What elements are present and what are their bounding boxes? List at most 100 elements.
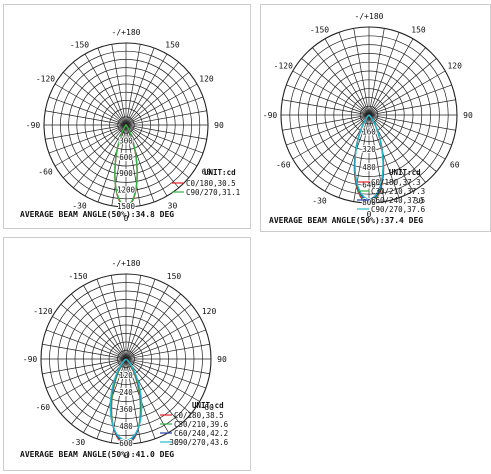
grid-spoke — [45, 124, 127, 140]
legend-entry: C90/270,43.6 — [174, 438, 229, 447]
grid-spoke — [97, 47, 127, 126]
grid-spoke — [42, 358, 127, 375]
unit-label: UNIT:cd — [389, 168, 421, 177]
legend-entry: C0/180,30.5 — [186, 179, 236, 188]
grid-spoke — [125, 124, 141, 206]
polar-chart-3: -/+180 -150 150 -120 120 -90 90 -60 60 -30 30 0 120 2… — [3, 237, 251, 471]
radial-label: 160 — [362, 128, 376, 137]
grid-spoke — [52, 316, 127, 360]
radial-label: 1500 — [117, 202, 136, 211]
grid-spoke — [368, 38, 414, 116]
grid-spoke — [125, 358, 206, 389]
legend-entry: C0/180,38.5 — [174, 411, 224, 420]
grid-spoke — [125, 47, 155, 126]
grid-spoke — [292, 114, 370, 160]
grid-spoke — [125, 96, 204, 126]
legend-entry: C0/180,37.3 — [371, 178, 421, 187]
grid-spoke — [125, 358, 192, 414]
grid-spoke — [45, 110, 127, 126]
polar-chart-1: -/+180 -150 150 -120 120 -90 90 -60 60 -30 30 0 300 6… — [3, 4, 251, 229]
grid-spoke — [368, 114, 437, 172]
grid-spoke — [286, 114, 370, 146]
angle-label: 90 — [214, 121, 224, 130]
grid-spoke — [282, 99, 370, 116]
grid-spoke — [54, 83, 127, 126]
grid-spoke — [368, 114, 456, 131]
angle-label: 30 — [414, 197, 424, 206]
grid-spoke — [125, 358, 210, 375]
grid-spoke — [292, 70, 370, 116]
angle-label: 150 — [167, 272, 182, 281]
grid-spoke — [312, 47, 370, 116]
angle-label: -120 — [36, 75, 55, 84]
grid-spoke — [46, 329, 127, 360]
grid-spoke — [125, 124, 155, 203]
grid-spoke — [71, 358, 127, 425]
grid-spoke — [52, 358, 127, 402]
grid-spoke — [125, 124, 198, 167]
radial-label: 900 — [119, 169, 133, 178]
grid-spoke — [368, 28, 385, 116]
angle-label: -30 — [71, 438, 86, 447]
grid-spoke — [125, 358, 200, 402]
radial-label: 300 — [119, 136, 133, 145]
grid-spoke — [282, 114, 370, 131]
legend-entry: C90/270,37.6 — [371, 205, 426, 214]
radial-label: 640 — [362, 180, 376, 189]
angle-label: 90 — [463, 111, 473, 120]
radial-label: 480 — [119, 422, 133, 431]
polar-chart-2-svg: -/+180 -150 150 -120 120 -90 90 -60 60 -30 30 0 160 3… — [263, 12, 473, 225]
grid-spoke — [96, 279, 127, 360]
angle-label: -120 — [33, 307, 52, 316]
grid-spoke — [125, 275, 142, 360]
unit-label: UNIT:cd — [204, 168, 236, 177]
angle-label: -30 — [312, 197, 327, 206]
grid-spoke — [125, 124, 179, 189]
radial-label: 600 — [119, 153, 133, 162]
angle-label: 60 — [450, 161, 460, 170]
grid-spoke — [368, 114, 452, 146]
grid-spoke — [84, 53, 127, 126]
angle-label: -150 — [310, 25, 329, 34]
footer-label: AVERAGE BEAM ANGLE(50%):41.0 DEG — [20, 450, 174, 459]
footer-label: AVERAGE BEAM ANGLE(50%):34.8 DEG — [20, 210, 174, 219]
angle-label: -/+180 — [355, 12, 384, 21]
grid-spoke — [48, 96, 127, 126]
grid-spoke — [54, 124, 127, 167]
grid-spoke — [125, 285, 169, 360]
angle-label: -60 — [276, 161, 291, 170]
angle-label: 60 — [204, 403, 214, 412]
legend-entry: C30/210,39.6 — [174, 420, 229, 429]
grid-spoke — [125, 53, 168, 126]
grid-spoke — [368, 47, 426, 116]
beam-curve — [354, 114, 384, 200]
grid-spoke — [84, 124, 127, 197]
radial-label: 360 — [119, 405, 133, 414]
grid-spoke — [125, 83, 198, 126]
grid-spoke — [301, 114, 370, 172]
grid-spoke — [125, 304, 192, 360]
radial-label: 1200 — [117, 186, 136, 195]
angle-label: -/+180 — [112, 28, 141, 37]
legend-entry: C60/240,37.5 — [371, 196, 425, 205]
grid-spoke — [368, 32, 400, 116]
grid-spoke — [286, 84, 370, 116]
polar-chart-2: -/+180 -150 150 -120 120 -90 90 -60 60 -30 30 0 160 3… — [260, 4, 491, 232]
angle-label: 120 — [447, 62, 462, 71]
angle-label: 150 — [411, 25, 426, 34]
angle-label: 30 — [168, 202, 178, 211]
grid-spoke — [125, 110, 207, 126]
grid-spoke — [71, 293, 127, 360]
angle-label: 150 — [165, 41, 180, 50]
grid-spoke — [125, 343, 210, 360]
grid-spoke — [62, 124, 127, 178]
grid-spoke — [125, 293, 181, 360]
grid-spoke — [60, 358, 127, 414]
radial-label: 240 — [119, 388, 133, 397]
grid-spoke — [338, 32, 370, 116]
grid-spoke — [368, 84, 452, 116]
angle-label: -30 — [72, 202, 87, 211]
angle-label: -90 — [263, 111, 278, 120]
angle-label: 90 — [217, 355, 227, 364]
grid-spoke — [110, 275, 127, 360]
